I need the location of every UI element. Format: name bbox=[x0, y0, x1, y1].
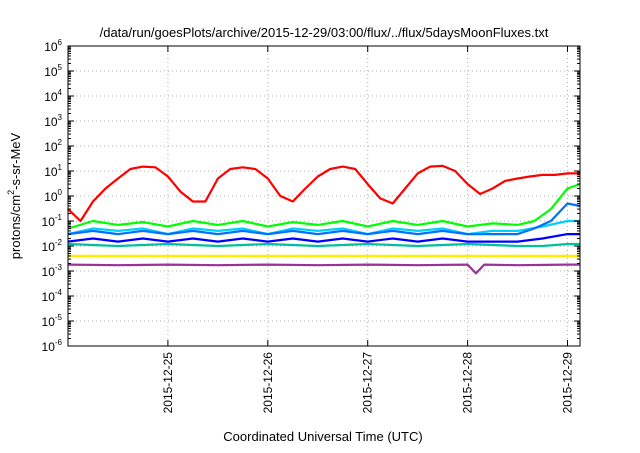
y-tick-label: 10-6 bbox=[42, 338, 63, 354]
y-tick-label: 105 bbox=[44, 63, 62, 79]
grid bbox=[68, 46, 580, 346]
chart-title: /data/run/goesPlots/archive/2015-12-29/0… bbox=[100, 25, 549, 40]
y-axis-label-sup: 2 bbox=[6, 190, 16, 195]
series-line bbox=[67, 242, 580, 248]
y-tick-label: 106 bbox=[44, 38, 62, 54]
y-tick-label: 10-4 bbox=[42, 288, 63, 304]
y-tick-label: 103 bbox=[44, 113, 62, 129]
y-tick-label: 10-1 bbox=[42, 213, 63, 229]
y-tick-label: 10-5 bbox=[42, 313, 63, 329]
x-tick-label: 2015-12-29 bbox=[561, 352, 575, 414]
y-axis-label: protons/cm2-s-sr-MeV bbox=[6, 132, 23, 259]
y-tick-label: 102 bbox=[44, 138, 62, 154]
x-tick-label: 2015-12-25 bbox=[161, 352, 175, 414]
y-tick-label: 10-2 bbox=[42, 238, 63, 254]
y-tick-label: 104 bbox=[44, 88, 62, 104]
series-line bbox=[67, 219, 580, 236]
series-line bbox=[67, 263, 580, 275]
y-axis-label-rest: -s-sr-MeV bbox=[8, 132, 23, 189]
series-line bbox=[67, 202, 581, 236]
series-line bbox=[67, 183, 581, 230]
y-axis-label-base: protons/cm bbox=[8, 195, 23, 259]
series-line bbox=[67, 233, 580, 243]
x-axis-label: Coordinated Universal Time (UTC) bbox=[223, 429, 422, 444]
series-line bbox=[67, 164, 580, 223]
x-tick-label: 2015-12-27 bbox=[361, 352, 375, 414]
series-group bbox=[67, 164, 581, 275]
x-tick-label: 2015-12-28 bbox=[461, 352, 475, 414]
y-tick-label: 10-3 bbox=[42, 263, 63, 279]
y-tick-label: 101 bbox=[44, 163, 62, 179]
y-tick-label: 100 bbox=[44, 188, 62, 204]
axes: 10-6 10-5 10-4 10-3 10-2 10-1 100 101 102 103 104 1… bbox=[42, 38, 580, 413]
x-tick-label: 2015-12-26 bbox=[261, 352, 275, 414]
